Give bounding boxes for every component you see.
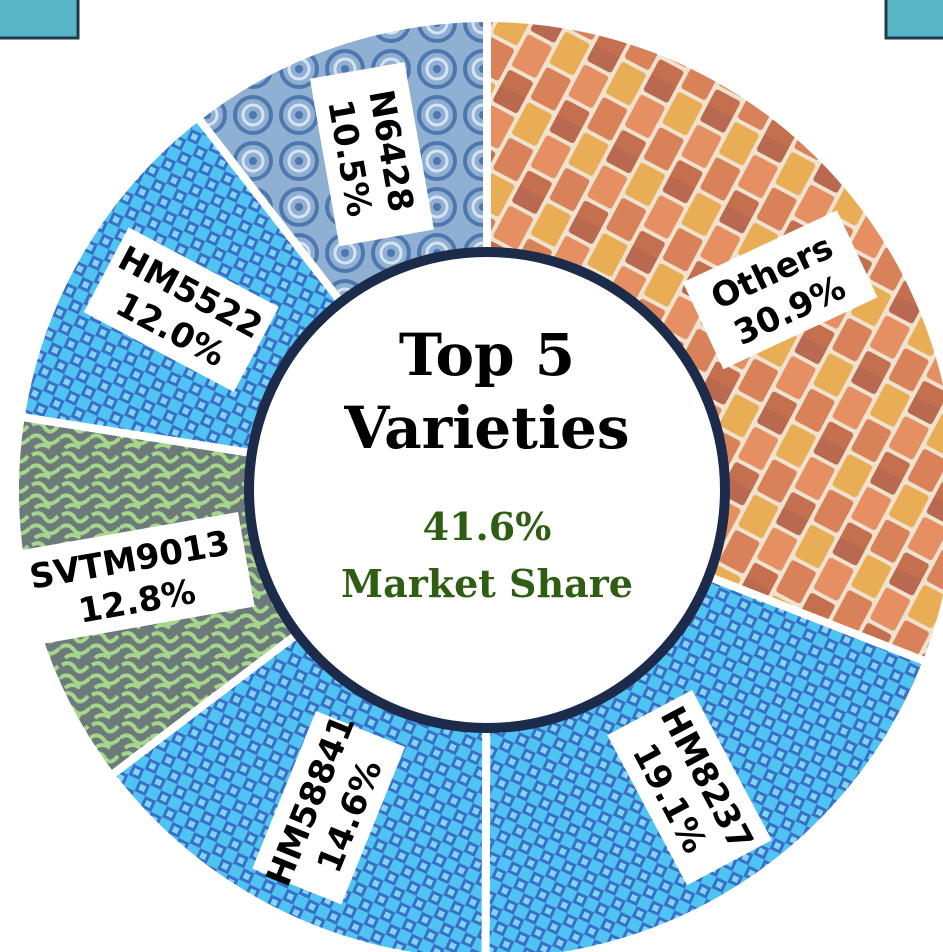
label-box — [11, 511, 255, 647]
label-box — [682, 210, 878, 370]
center-title: Varieties — [343, 394, 629, 462]
center-title: Top 5 — [399, 321, 575, 389]
label-box — [309, 62, 434, 247]
corner-box — [0, 0, 80, 40]
center-subtitle: 41.6% — [423, 504, 552, 549]
center-subtitle: Market Share — [341, 561, 633, 606]
corner-box — [884, 0, 943, 40]
label-box — [607, 690, 772, 886]
label-box — [83, 227, 279, 392]
label-box — [252, 710, 406, 905]
donut-center — [244, 247, 730, 733]
